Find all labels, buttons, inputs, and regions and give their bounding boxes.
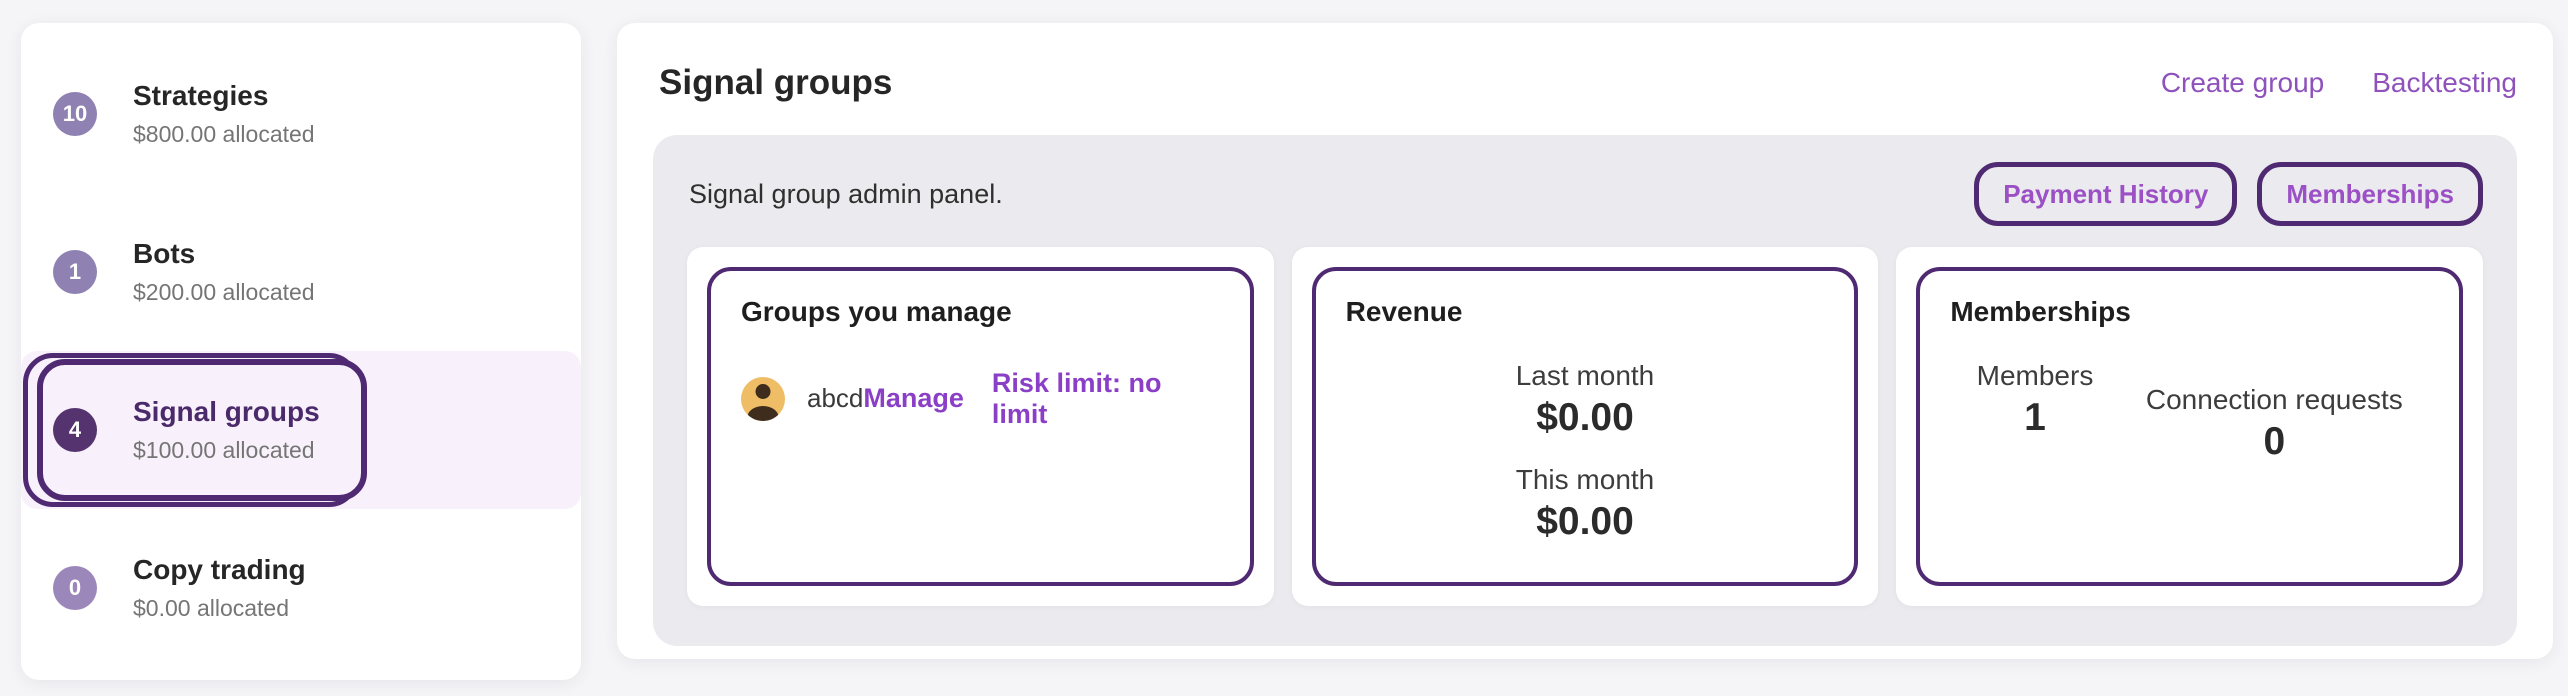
revenue-last-month: Last month $0.00 — [1346, 360, 1825, 440]
revenue-box: Revenue Last month $0.00 This month $0.0… — [1311, 267, 1859, 586]
memberships-button[interactable]: Memberships — [2257, 162, 2483, 226]
create-group-link[interactable]: Create group — [2160, 67, 2325, 98]
stat-value: $0.00 — [1536, 499, 1634, 543]
admin-panel: Signal group admin panel. Payment Histor… — [653, 135, 2517, 646]
sidebar-item-label: Strategies — [133, 79, 269, 111]
stat-label: Last month — [1515, 359, 1655, 391]
sidebar-item-label: Copy trading — [133, 553, 306, 585]
admin-panel-note: Signal group admin panel. — [689, 178, 1003, 209]
manage-group-link[interactable]: Manage — [863, 383, 964, 414]
group-row-actions: Manage Risk limit: no limit — [863, 368, 1219, 430]
group-name: abcd — [807, 383, 864, 414]
group-row: abcd Manage Risk limit: no limit — [741, 368, 1220, 430]
stat-value: 0 — [2263, 419, 2286, 463]
sidebar-item-label: Signal groups — [133, 395, 320, 427]
card-title: Groups you manage — [741, 296, 1012, 327]
sidebar-item-allocation: $200.00 allocated — [133, 279, 315, 306]
payment-history-button[interactable]: Payment History — [1974, 162, 2238, 226]
user-avatar-icon — [755, 383, 771, 399]
copy-trading-count-badge: 0 — [53, 566, 97, 610]
stat-label: Members — [1976, 359, 2094, 391]
admin-panel-buttons: Payment History Memberships — [1974, 162, 2483, 226]
card-title: Memberships — [1950, 296, 2131, 327]
revenue-card: Revenue Last month $0.00 This month $0.0… — [1291, 247, 1879, 606]
sidebar-item-allocation: $0.00 allocated — [133, 595, 290, 622]
sidebar-item-strategies[interactable]: 10 Strategies $800.00 allocated — [21, 35, 581, 193]
strategies-count-badge: 10 — [53, 92, 97, 136]
admin-cards: Groups you manage abcd Manage Risk limit… — [687, 247, 2484, 606]
groups-you-manage-box: Groups you manage abcd Manage Risk limit… — [707, 267, 1254, 586]
sidebar-item-allocation: $800.00 allocated — [133, 121, 315, 148]
sidebar-item-signal-groups[interactable]: 4 Signal groups $100.00 allocated — [21, 351, 581, 509]
risk-limit-link[interactable]: Risk limit: no limit — [991, 367, 1162, 429]
sidebar-item-allocation: $100.00 allocated — [133, 437, 315, 464]
memberships-box: Memberships Members 1 Connection request… — [1916, 267, 2464, 586]
sidebar: 10 Strategies $800.00 allocated 1 Bots $… — [21, 23, 581, 680]
sidebar-item-texts: Strategies $800.00 allocated — [133, 80, 315, 148]
page-title: Signal groups — [659, 63, 893, 102]
user-avatar-icon — [747, 405, 779, 421]
sidebar-item-texts: Copy trading $0.00 allocated — [133, 554, 306, 622]
card-title: Revenue — [1345, 296, 1463, 327]
backtesting-link[interactable]: Backtesting — [2372, 67, 2517, 98]
sidebar-item-copy-trading[interactable]: 0 Copy trading $0.00 allocated — [21, 509, 581, 667]
sidebar-item-texts: Signal groups $100.00 allocated — [133, 396, 320, 464]
sidebar-item-texts: Bots $200.00 allocated — [133, 238, 315, 306]
memberships-card: Memberships Members 1 Connection request… — [1896, 247, 2484, 606]
stat-label: Connection requests — [2145, 383, 2403, 415]
signal-groups-count-badge: 4 — [53, 408, 97, 452]
main-panel: Signal groups Create group Backtesting S… — [617, 23, 2553, 659]
stat-label: This month — [1515, 463, 1655, 495]
bots-count-badge: 1 — [53, 250, 97, 294]
sidebar-item-bots[interactable]: 1 Bots $200.00 allocated — [21, 193, 581, 351]
members-stat: Members 1 — [1977, 360, 2094, 464]
groups-you-manage-card: Groups you manage abcd Manage Risk limit… — [687, 247, 1274, 606]
main-header: Signal groups Create group Backtesting — [653, 63, 2517, 103]
connection-requests-stat: Connection requests 0 — [2146, 384, 2403, 464]
admin-panel-top: Signal group admin panel. Payment Histor… — [687, 161, 2483, 227]
sidebar-item-label: Bots — [133, 237, 196, 269]
group-avatar — [741, 376, 785, 421]
revenue-stats: Last month $0.00 This month $0.00 — [1346, 360, 1825, 544]
stat-value: $0.00 — [1536, 395, 1634, 439]
header-actions: Create group Backtesting — [2161, 67, 2517, 99]
stat-value: 1 — [2024, 395, 2046, 439]
revenue-this-month: This month $0.00 — [1346, 464, 1825, 544]
membership-stats: Members 1 Connection requests 0 — [1950, 360, 2429, 464]
